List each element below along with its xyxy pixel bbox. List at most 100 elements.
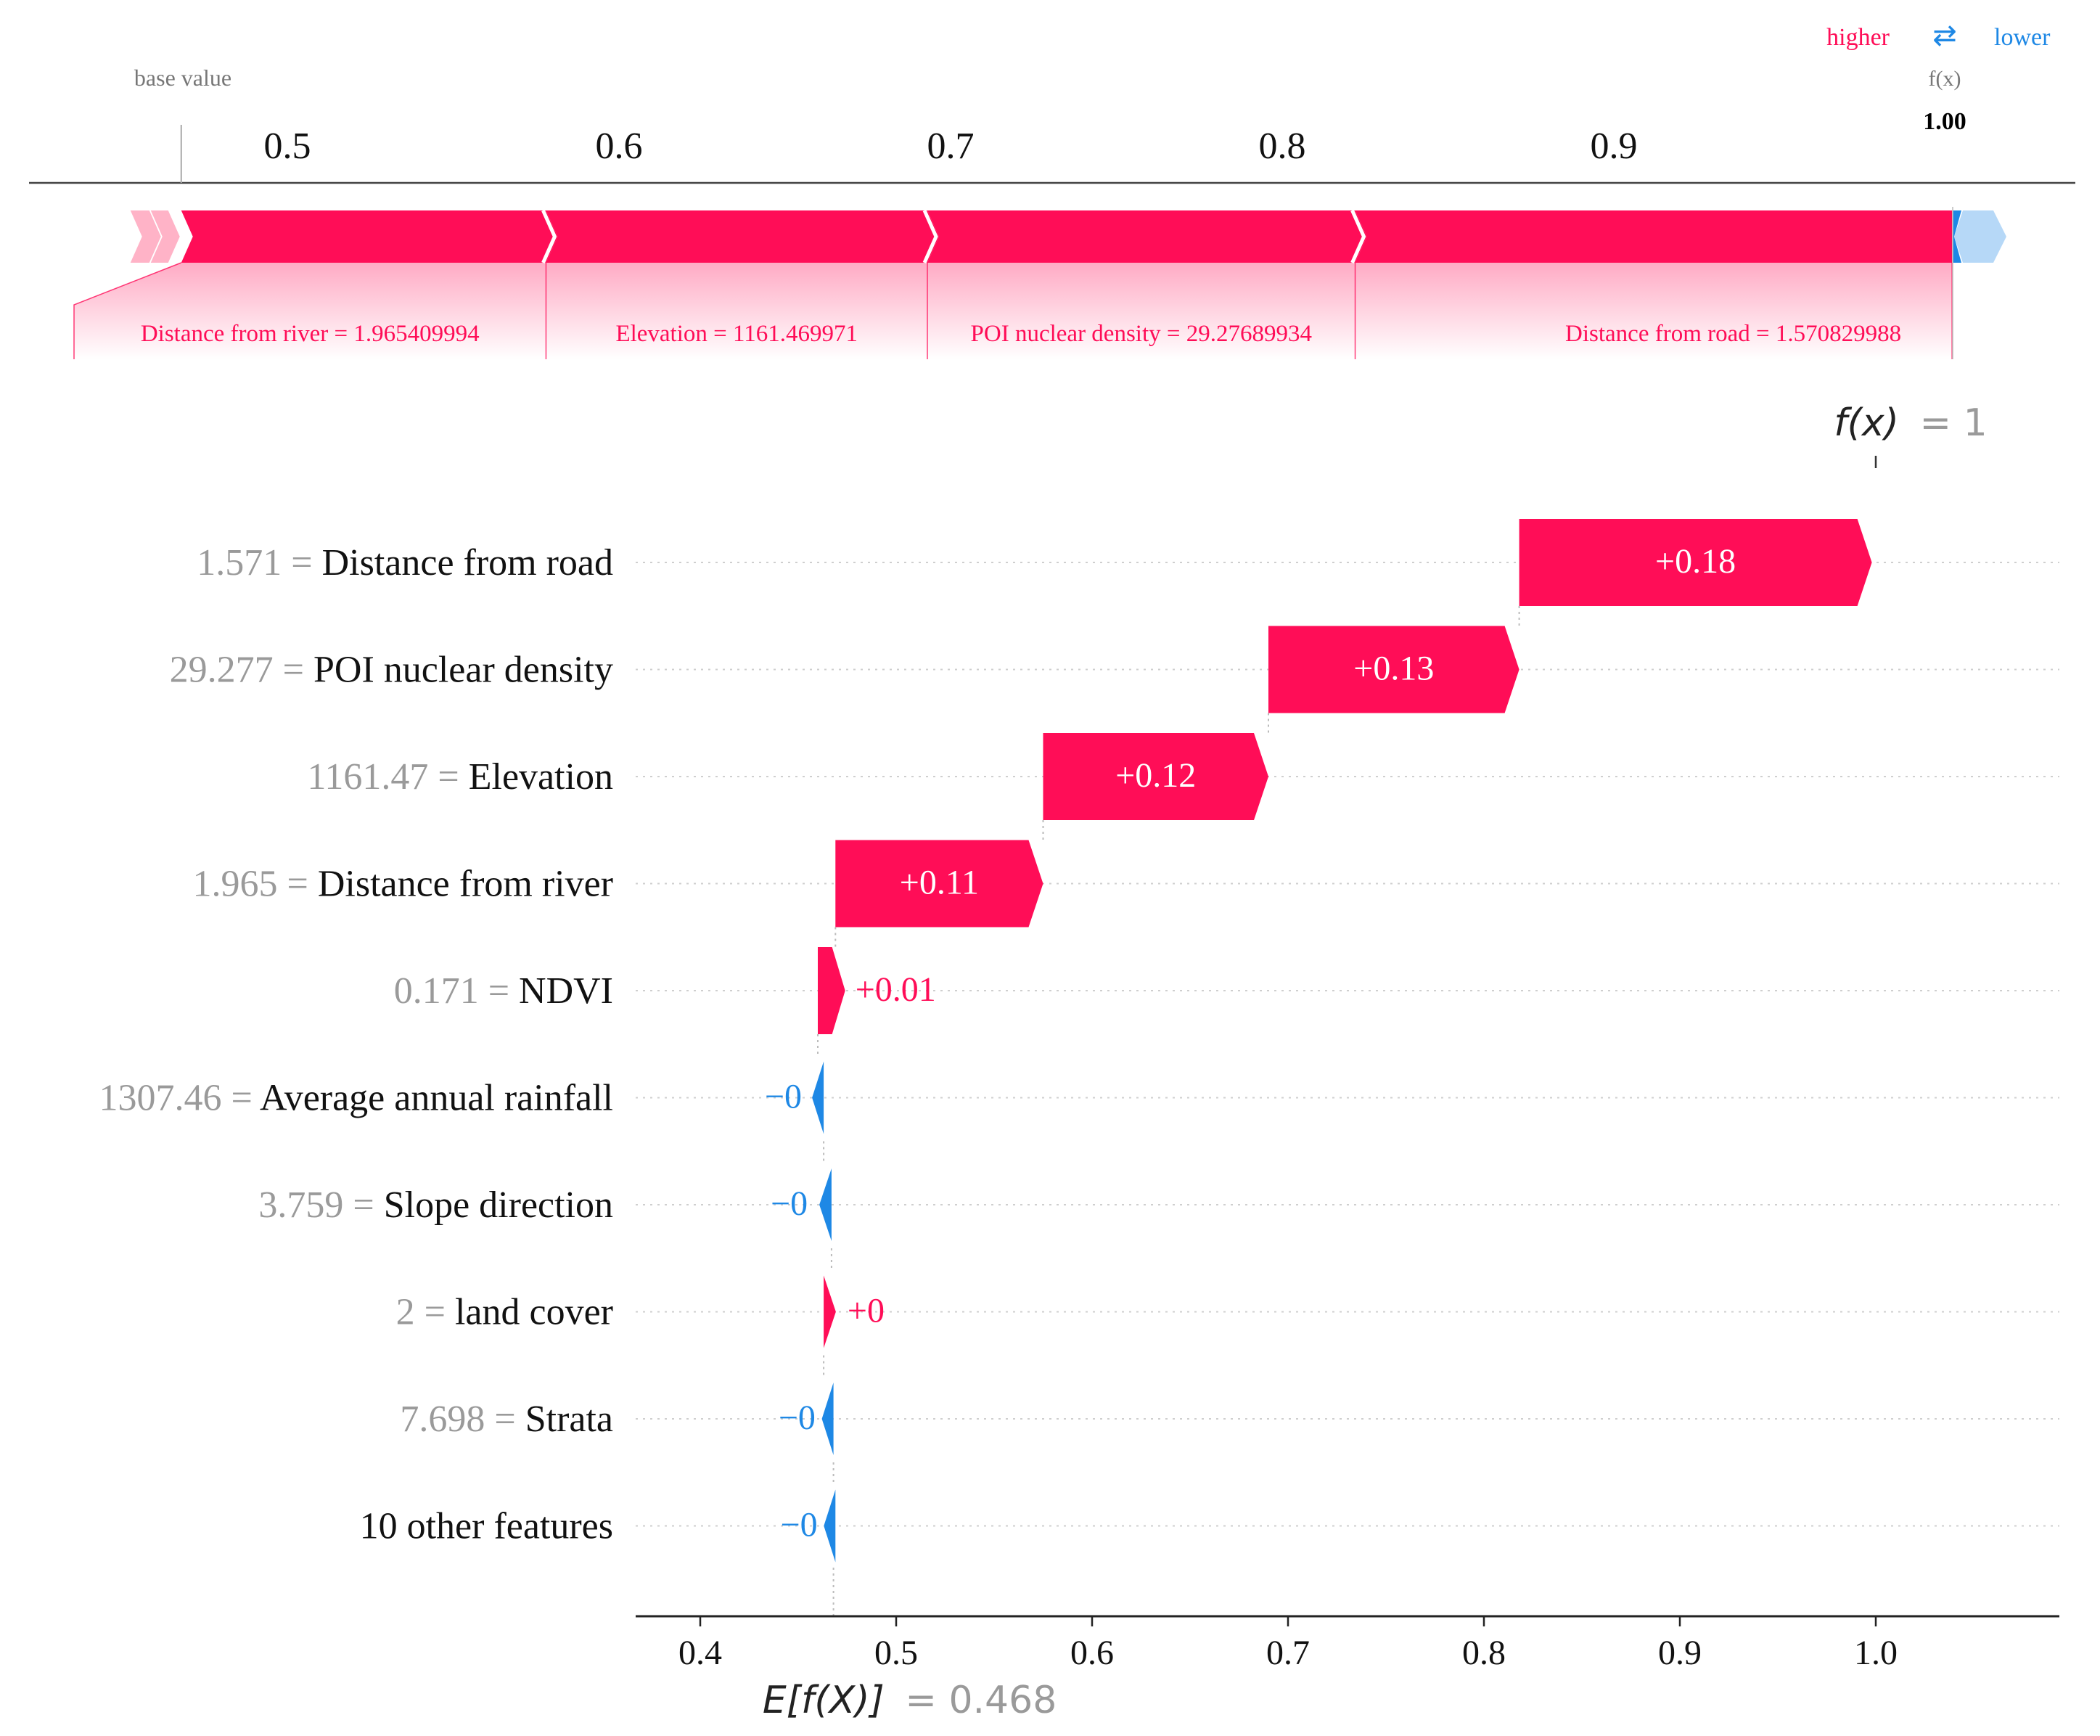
waterfall-row: 7.698 = Strata −0 <box>400 1383 834 1455</box>
legend-higher: higher <box>1826 24 1890 51</box>
waterfall-row: 1.965 = Distance from river +0.11 <box>193 840 1043 928</box>
feature-name: Average annual rainfall <box>260 1078 613 1119</box>
force-tick-label: 0.6 <box>596 126 643 167</box>
force-fade <box>74 263 546 359</box>
feature-name: Elevation <box>469 756 613 798</box>
legend-lower: lower <box>1994 24 2051 51</box>
positive-bar <box>1043 733 1268 820</box>
force-tick-label: 0.8 <box>1259 126 1306 167</box>
negative-bar <box>824 1489 836 1563</box>
force-separator <box>1350 209 1366 264</box>
x-tick-label: 0.4 <box>678 1634 722 1672</box>
waterfall-row: 1307.46 = Average annual rainfall −0 <box>99 1061 824 1134</box>
feature-name: NDVI <box>519 970 613 1012</box>
feature-label: 3.759 = Slope direction <box>258 1184 613 1226</box>
feature-value: 1161.47 = <box>307 756 468 798</box>
contribution-label: −0 <box>771 1184 808 1223</box>
x-tick-label: 0.8 <box>1462 1634 1506 1672</box>
x-tick-label: 0.5 <box>874 1634 918 1672</box>
force-negative <box>1953 210 1961 263</box>
waterfall-row: 29.277 = POI nuclear density +0.13 <box>170 626 1519 713</box>
contribution-label: −0 <box>765 1078 802 1116</box>
contribution-label: −0 <box>781 1506 818 1544</box>
feature-name: Distance from river <box>318 864 613 905</box>
x-tick-label: 0.7 <box>1266 1634 1310 1672</box>
force-fade <box>927 263 1355 359</box>
feature-value: 2 = <box>396 1292 455 1333</box>
feature-name: 10 other features <box>360 1506 613 1547</box>
feature-label: 1161.47 = Elevation <box>307 756 613 798</box>
force-segment <box>1355 210 1953 263</box>
base-value-label: base value <box>134 65 231 91</box>
contribution-label: +0.18 <box>1655 542 1736 581</box>
feature-name: Strata <box>525 1399 613 1440</box>
force-separator <box>922 209 938 264</box>
feature-value: 1.965 = <box>193 864 318 905</box>
force-tick-label: 0.5 <box>264 126 311 167</box>
x-tick-label: 0.6 <box>1070 1634 1114 1672</box>
contribution-label: −0 <box>779 1399 816 1437</box>
waterfall-plot: f(x) = 1 1.571 = Distance from road +0.18… <box>99 401 2059 1722</box>
force-boundary <box>73 262 182 359</box>
force-fade <box>1355 263 1953 359</box>
contribution-label: +0.11 <box>900 864 979 902</box>
waterfall-row: 1.571 = Distance from road +0.18 <box>197 519 1872 606</box>
force-fx-label: f(x) <box>1929 67 1961 91</box>
waterfall-row: 2 = land cover +0 <box>396 1275 885 1348</box>
negative-bar <box>821 1383 834 1455</box>
positive-bar <box>1519 519 1872 606</box>
force-segment <box>181 210 558 263</box>
feature-value: 7.698 = <box>400 1399 525 1440</box>
feature-label: 2 = land cover <box>396 1292 613 1333</box>
ex-value: = 0.468 <box>905 1679 1057 1722</box>
negative-bar <box>819 1168 832 1241</box>
feature-label: 1.965 = Distance from river <box>193 864 614 905</box>
waterfall-row: 3.759 = Slope direction −0 <box>258 1168 832 1241</box>
swap-arrow-icon: ⇄ <box>1932 19 1957 52</box>
positive-bar <box>824 1275 836 1348</box>
force-segment-label: Distance from road = 1.570829988 <box>1565 321 1901 347</box>
contribution-label: +0 <box>848 1292 885 1330</box>
feature-value: 3.759 = <box>258 1184 383 1226</box>
positive-bar <box>1268 626 1519 713</box>
force-segment-label: Distance from river = 1.965409994 <box>141 321 480 347</box>
fx-symbol: f(x) <box>1834 401 1899 445</box>
force-tick-label: 0.7 <box>927 126 975 167</box>
feature-value: 1.571 = <box>197 542 321 584</box>
positive-bar <box>818 947 845 1034</box>
x-tick-label: 1.0 <box>1854 1634 1898 1672</box>
feature-label: 29.277 = POI nuclear density <box>170 650 613 691</box>
negative-bar <box>812 1061 824 1134</box>
force-tick-label: 0.9 <box>1591 126 1638 167</box>
fx-value: = 1 <box>1920 401 1988 445</box>
feature-name: Distance from road <box>322 542 613 584</box>
feature-value: 0.171 = <box>394 970 519 1012</box>
expected-value-label: E[f(X)] = 0.468 <box>763 1679 1057 1722</box>
feature-label: 7.698 = Strata <box>400 1399 613 1440</box>
force-separator <box>176 209 192 264</box>
waterfall-row: 0.171 = NDVI +0.01 <box>394 947 936 1034</box>
contribution-label: +0.12 <box>1115 756 1196 795</box>
force-segment <box>927 210 1367 263</box>
force-plot: higher ⇄ lower base value f(x) 1.00 0.5 0… <box>29 19 2075 359</box>
waterfall-row: 1161.47 = Elevation +0.12 <box>307 733 1268 820</box>
feature-name: POI nuclear density <box>313 650 613 691</box>
force-segment <box>546 210 940 263</box>
force-minor-positive <box>130 210 161 263</box>
feature-name: land cover <box>455 1292 613 1333</box>
force-segment-label: Elevation = 1161.469971 <box>615 321 858 347</box>
force-fade <box>546 263 928 359</box>
ex-symbol: E[f(X)] <box>763 1679 885 1722</box>
contribution-label: +0.01 <box>856 970 936 1009</box>
waterfall-row: 10 other features −0 <box>360 1489 836 1563</box>
x-tick-label: 0.9 <box>1658 1634 1702 1672</box>
positive-bar <box>835 840 1043 928</box>
force-fx-value: 1.00 <box>1923 108 1966 135</box>
force-minor-positive <box>150 210 180 263</box>
feature-label: 1.571 = Distance from road <box>197 542 613 584</box>
feature-label: 0.171 = NDVI <box>394 970 613 1012</box>
feature-label: 1307.46 = Average annual rainfall <box>99 1078 613 1119</box>
force-separator <box>541 209 557 264</box>
feature-value: 1307.46 = <box>99 1078 260 1119</box>
